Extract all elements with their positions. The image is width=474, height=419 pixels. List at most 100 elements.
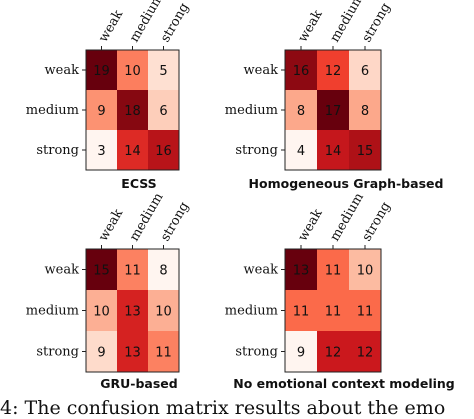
panel-title-homogeneous-graph: Homogeneous Graph-based (248, 176, 444, 191)
heatmap-cell (148, 130, 180, 171)
panel-title-no-context: No emotional context modeling (233, 376, 455, 391)
heatmap-cell (117, 90, 149, 131)
cell-value-label: 12 (325, 346, 342, 361)
heatmap-cell (317, 50, 350, 91)
cell-value-label: 10 (93, 305, 110, 320)
cell-value-label: 11 (325, 264, 342, 279)
cell-value-label: 13 (293, 264, 310, 279)
cell-value-label: 13 (124, 305, 141, 320)
cell-value-label: 12 (357, 346, 374, 361)
cell-value-label: 17 (325, 104, 342, 119)
y-tick-label: strong (36, 345, 79, 360)
y-tick-label: weak (244, 263, 279, 278)
y-tick-label: medium (26, 103, 79, 118)
cell-value-label: 15 (357, 144, 374, 159)
heatmap-cell (285, 90, 318, 131)
cell-value-label: 19 (93, 64, 110, 79)
x-tick-label: weak (295, 207, 325, 244)
heatmap-cell (285, 249, 318, 291)
heatmap-cell (285, 290, 318, 332)
y-tick-label: strong (235, 143, 278, 158)
confusion-matrix-gru: 15 11 8 10 13 10 9 13 11 weak medium strong weak medi… (0, 190, 237, 381)
confusion-matrix-homogeneous-graph: 16 12 6 8 17 8 4 14 15 weak medium strong weak medium… (225, 0, 472, 180)
heatmap-cell (349, 90, 382, 131)
cell-value-label: 12 (325, 64, 342, 79)
cell-value-label: 11 (155, 346, 172, 361)
heatmap-cell (86, 50, 118, 91)
heatmap-cell (117, 331, 149, 373)
heatmap-cell (285, 50, 318, 91)
heatmap-cell (148, 90, 180, 131)
cell-value-label: 18 (124, 104, 141, 119)
heatmap-cell (86, 290, 118, 332)
y-tick-label: strong (235, 345, 278, 360)
heatmap-cell (285, 130, 318, 171)
cell-value-label: 9 (297, 346, 305, 361)
panel-title-gru: GRU-based (100, 376, 178, 391)
heatmap-cell (86, 331, 118, 373)
heatmap-cell (317, 331, 350, 373)
y-tick-label: weak (244, 63, 279, 78)
cell-value-label: 9 (97, 346, 105, 361)
cell-value-label: 8 (159, 264, 167, 279)
y-tick-label: strong (36, 143, 79, 158)
cell-value-label: 14 (124, 144, 141, 159)
y-tick-label: medium (225, 103, 278, 118)
heatmap-cell (86, 130, 118, 171)
y-tick-label: medium (26, 304, 79, 319)
cell-value-label: 11 (325, 305, 342, 320)
x-tick-label: weak (96, 207, 126, 244)
x-tick-label: strong (359, 200, 393, 244)
heatmap-cell (117, 50, 149, 91)
cell-value-label: 11 (357, 305, 374, 320)
heatmap-cell (148, 50, 180, 91)
cell-value-label: 10 (155, 305, 172, 320)
heatmap-cell (317, 130, 350, 171)
cell-value-label: 14 (325, 144, 342, 159)
x-tick-label: strong (158, 200, 192, 244)
cell-value-label: 10 (357, 264, 374, 279)
heatmap-cell (148, 290, 180, 332)
heatmap-cell (86, 249, 118, 291)
x-tick-label: weak (295, 8, 325, 45)
heatmap-cell (148, 249, 180, 291)
y-tick-label: medium (225, 304, 278, 319)
x-tick-label: strong (359, 1, 393, 45)
heatmap-cell (117, 290, 149, 332)
cell-value-label: 10 (124, 64, 141, 79)
cell-value-label: 11 (293, 305, 310, 320)
heatmap-cell (349, 290, 382, 332)
panel-title-ecss: ECSS (121, 176, 157, 191)
cell-value-label: 3 (97, 144, 105, 159)
cell-value-label: 5 (159, 64, 167, 79)
heatmap-cell (148, 331, 180, 373)
cell-value-label: 9 (97, 104, 105, 119)
heatmap-cell (285, 331, 318, 373)
cell-value-label: 16 (155, 144, 172, 159)
x-tick-label: weak (96, 8, 126, 45)
confusion-matrix-ecss: 19 10 5 9 18 6 3 14 16 weak medium strong weak medium… (0, 0, 237, 180)
heatmap-cell (349, 130, 382, 171)
cell-value-label: 6 (159, 104, 167, 119)
cell-value-label: 15 (93, 264, 110, 279)
cell-value-label: 6 (361, 64, 369, 79)
cell-value-label: 8 (297, 104, 305, 119)
x-tick-label: strong (158, 1, 192, 45)
cell-value-label: 4 (297, 144, 305, 159)
heatmap-cell (117, 249, 149, 291)
cell-value-label: 11 (124, 264, 141, 279)
figure-caption: 4: The confusion matrix results about th… (0, 397, 446, 419)
heatmap-cell (317, 90, 350, 131)
cell-value-label: 8 (361, 104, 369, 119)
heatmap-cell (317, 290, 350, 332)
heatmap-cell (349, 249, 382, 291)
heatmap-cell (349, 50, 382, 91)
heatmap-cell (317, 249, 350, 291)
confusion-matrix-no-context: 13 11 10 11 11 11 9 12 12 weak medium strong weak med… (225, 190, 472, 381)
heatmap-cell (349, 331, 382, 373)
cell-value-label: 16 (293, 64, 310, 79)
heatmap-cell (117, 130, 149, 171)
heatmap-cell (86, 90, 118, 131)
